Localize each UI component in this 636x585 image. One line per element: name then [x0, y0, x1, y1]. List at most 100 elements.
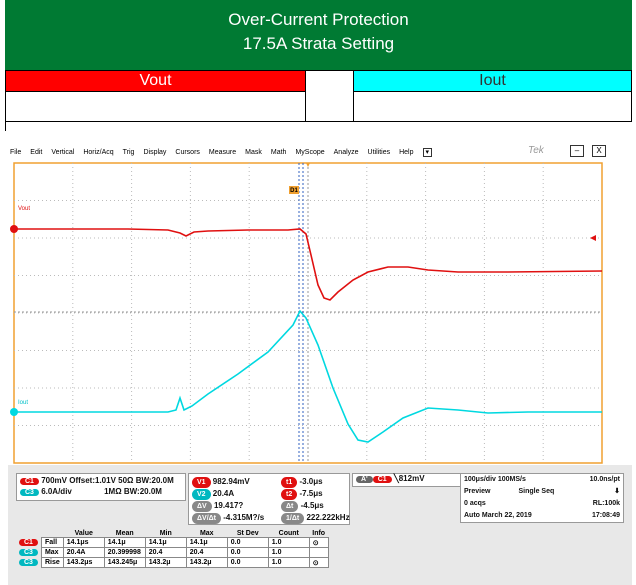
column-header: Max	[199, 530, 214, 537]
cell: 14.1μs	[62, 537, 105, 548]
vout-cell	[5, 91, 306, 122]
menu-item[interactable]: Display	[143, 149, 167, 156]
cell-text: Fall	[44, 539, 58, 546]
measurement-row: C1 Fall 14.1μs 14.1μ 14.1μ 14.1μ 0.0 1.0 ⊙	[16, 537, 329, 548]
value: -4.5μs	[300, 501, 324, 510]
column-header: Mean	[115, 530, 134, 537]
badge: 1/Δt	[281, 513, 305, 524]
close-button[interactable]: X	[592, 145, 606, 157]
cell-text: 14.1μ	[189, 539, 208, 546]
header-row: Value Mean Min Max St Dev Count Info	[16, 530, 328, 538]
cell-text: 0.0	[230, 559, 241, 566]
cell-text: 20.4	[189, 549, 204, 556]
horizontal-scale: 100μs/div	[464, 476, 496, 483]
menu-item[interactable]: Vertical	[51, 149, 75, 156]
cell-text: 143.245μ	[107, 559, 138, 566]
subtitle: 17.5A Strata Setting	[242, 34, 395, 53]
menu-item[interactable]: MyScope	[295, 149, 325, 156]
record-length: RL:100k	[592, 500, 620, 507]
run-mode: Single Seq	[518, 488, 555, 495]
cell: Fall	[40, 537, 64, 548]
cell: 1.0	[267, 547, 310, 558]
cell: 0.0	[226, 557, 269, 568]
cell: 1.0	[267, 537, 310, 548]
badge: t2	[281, 489, 298, 500]
value: 19.417?	[213, 501, 244, 510]
date: March 22, 2019	[481, 512, 532, 519]
trigger-source: A'	[356, 476, 373, 483]
dropdown-button[interactable]: ▾	[422, 148, 433, 157]
badge: Δt	[281, 501, 299, 512]
measurement-table: Value Mean Min Max St Dev Count Info C1 Fall 14.1…	[16, 530, 329, 568]
cell: 20.399998	[103, 547, 146, 558]
offset: Offset:1.01V	[69, 476, 116, 485]
badge: C3	[20, 489, 39, 496]
badge: V2	[192, 489, 211, 500]
cell-text: 20.399998	[107, 549, 141, 556]
value: 982.94mV	[212, 477, 250, 486]
scope-screenshot: File Edit Vertical Horiz/Acq Trig Display Curs…	[8, 140, 632, 585]
vout-trace	[14, 228, 603, 301]
cell-text: 14.1μ	[148, 539, 167, 546]
trigger-mode: Auto	[464, 512, 480, 519]
vout-column: Vout	[5, 70, 306, 92]
channel-badge: C3	[16, 548, 41, 558]
menu-item[interactable]: Edit	[30, 149, 43, 156]
cell-text: 1.0	[271, 539, 282, 546]
cell: 1.0	[267, 557, 310, 568]
cell: 20.4A	[62, 547, 105, 558]
bandwidth: BW:20.0M	[135, 476, 174, 485]
menu-item[interactable]: Horiz/Acq	[83, 149, 114, 156]
menu-item[interactable]: File	[10, 149, 22, 156]
menu-item[interactable]: Cursors	[175, 149, 200, 156]
corner	[16, 530, 41, 538]
menu-item[interactable]: Measure	[208, 149, 237, 156]
corner	[41, 530, 63, 538]
cell: 143.2μ	[144, 557, 187, 568]
cursor-marker: D1	[290, 188, 298, 194]
info-cell: ⊙	[308, 557, 329, 568]
channel-box: C1 700mV Offset:1.01V 50Ω BW:20.0M C3 6.…	[16, 473, 186, 501]
badge: ΔV/Δt	[192, 513, 222, 524]
menu-item[interactable]: Analyze	[333, 149, 359, 156]
column-header: Value	[74, 530, 93, 537]
column-header: Min	[159, 530, 172, 537]
cell-text: 14.1μ	[107, 539, 126, 546]
info-cell	[308, 547, 329, 558]
badge: ΔV	[192, 501, 212, 512]
measurements: Value Mean Min Max St Dev Count Info C1 Fall 14.1…	[16, 530, 329, 568]
cell: 20.4	[144, 547, 187, 558]
cell: 14.1μ	[144, 537, 187, 548]
sample-rate: 100MS/s	[497, 476, 526, 483]
menu-item[interactable]: Help	[399, 149, 414, 156]
brand: Tek	[528, 145, 544, 156]
cell-text: 1.0	[271, 549, 282, 556]
column-header: Info	[312, 530, 326, 537]
cell-text: 143.2μ	[189, 559, 212, 566]
menu-item[interactable]: Trig	[122, 149, 135, 156]
graticule: D1 Vout Iout	[10, 162, 603, 464]
badge: t1	[281, 477, 298, 488]
value: 20.4A	[212, 489, 235, 498]
trigger-level: 812mV	[398, 474, 425, 483]
cell: 14.1μ	[185, 537, 228, 548]
menu-item[interactable]: Mask	[245, 149, 262, 156]
badge: V1	[192, 477, 211, 488]
acquisitions: 0 acqs	[464, 500, 486, 507]
menu-item[interactable]: Math	[270, 149, 287, 156]
cell-text: 1.0	[271, 559, 282, 566]
column-header: St Dev	[236, 530, 259, 537]
badge: C3	[19, 559, 38, 566]
menu-item[interactable]: Utilities	[367, 149, 391, 156]
cell: 20.4	[185, 547, 228, 558]
cell-text: 20.4	[148, 549, 163, 556]
iout-column: Iout	[353, 70, 632, 92]
column-header: Count	[278, 530, 299, 537]
spacer-cell	[305, 70, 354, 122]
channel-badge: C3	[16, 558, 41, 568]
cell-text: 143.2μ	[148, 559, 171, 566]
cursor-marker-bg	[289, 186, 299, 194]
trace-label: Iout	[18, 400, 28, 406]
trigger-channel: C1	[372, 476, 392, 483]
minimize-button[interactable]: –	[570, 145, 584, 157]
